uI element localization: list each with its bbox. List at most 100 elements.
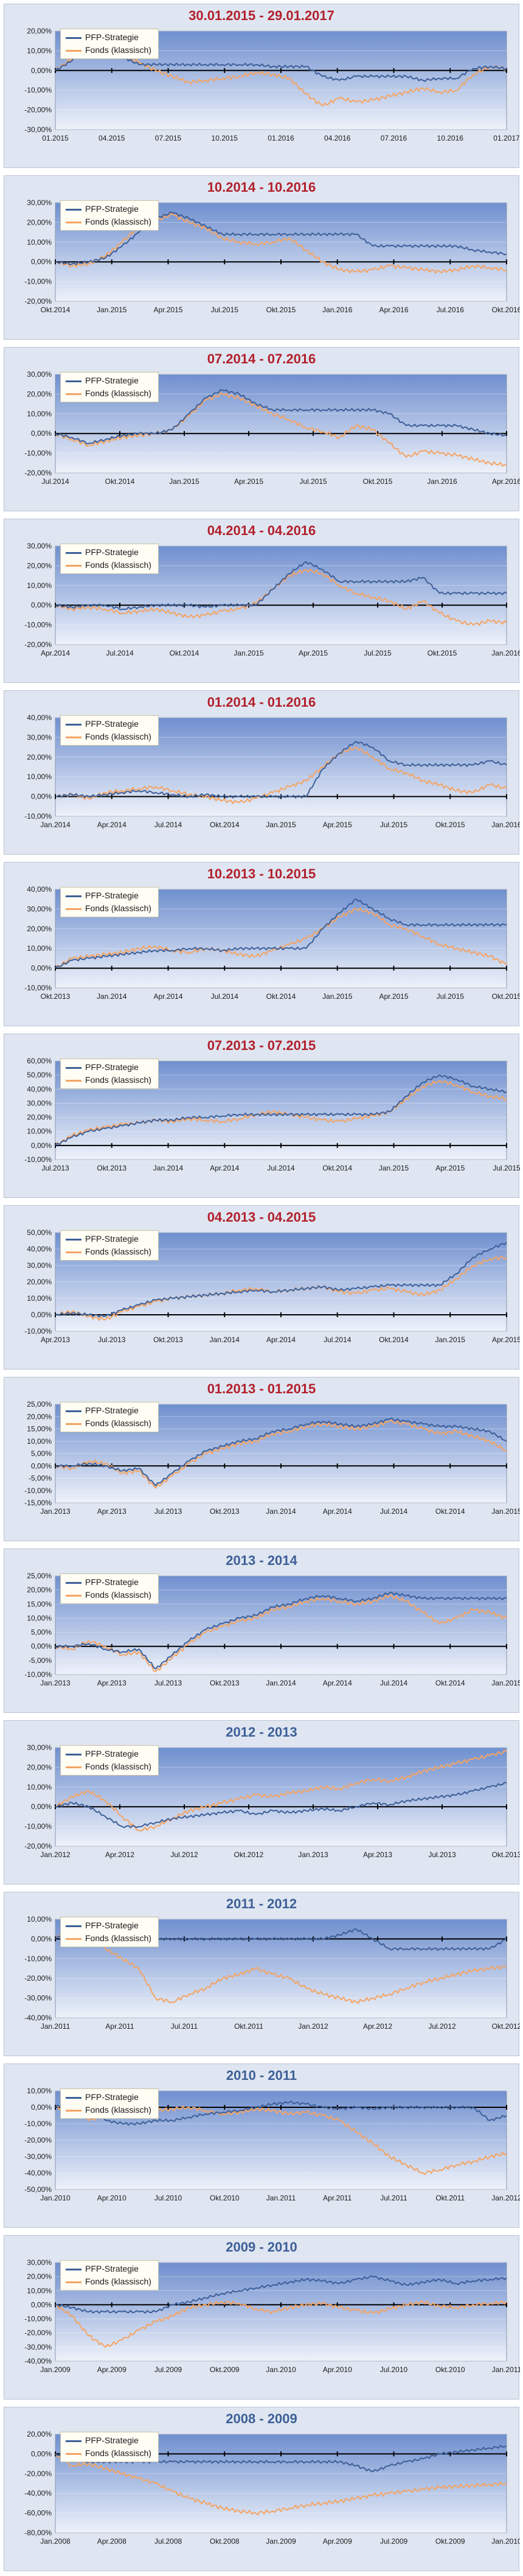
x-tick-label: Jan.2012 [40,1850,71,1859]
legend-entry: PFP-Strategie [66,1061,139,1073]
x-tick-label: Jan.2015 [491,1679,520,1687]
legend-swatch [66,723,81,726]
y-tick-label: 5,00% [31,1449,52,1458]
legend-entry: PFP-Strategie [66,1919,139,1931]
chart-panel: 20,00% 0,00% -20,00% -40,00% -60,00% -80,00% J… [4,2407,520,2571]
chart-legend: PFP-Strategie Fonds (klassisch) [60,1402,159,1432]
x-tick-label: Jan.2014 [266,1679,296,1687]
y-tick-label: -60,00% [24,2509,52,2518]
y-tick-label: 50,00% [27,1228,52,1237]
legend-entry: PFP-Strategie [66,546,139,558]
y-tick-label: 0,00% [31,429,52,438]
y-tick-label: 0,00% [31,1461,52,1470]
legend-label: PFP-Strategie [85,1577,139,1587]
legend-swatch [66,1423,81,1425]
x-tick-label: Jul.2011 [380,2194,407,2202]
y-tick-label: 15,00% [27,1600,52,1608]
chart-title: 2009 - 2010 [226,2239,297,2255]
x-tick-label: Apr.2015 [234,477,263,486]
legend-swatch [66,393,81,395]
x-tick-label: 10.2015 [212,134,238,142]
series-line-strategy [55,1074,507,1146]
chart-panel: 30,00% 20,00% 10,00% 0,00% -10,00% -20,00% Okt… [4,175,520,340]
y-tick-label: 0,00% [31,601,52,609]
y-tick-label: -20,00% [24,640,52,649]
y-tick-label: 30,00% [27,1261,52,1270]
legend-label: PFP-Strategie [85,204,139,214]
y-tick-label: 50,00% [27,1071,52,1079]
y-tick-label: 10,00% [27,2087,52,2095]
x-tick-label: Jan.2014 [97,992,127,1001]
y-tick-label: 30,00% [27,733,52,741]
legend-label: Fonds (klassisch) [85,388,151,398]
legend-entry: PFP-Strategie [66,2263,139,2275]
x-tick-label: Jul.2014 [41,477,69,486]
x-tick-label: Jul.2011 [171,2022,198,2031]
legend-entry: Fonds (klassisch) [66,1245,151,1258]
x-tick-label: Jan.2016 [322,306,353,314]
series-line-fund [55,1594,507,1673]
legend-entry: Fonds (klassisch) [66,559,151,571]
x-tick-label: Okt.2012 [234,1850,264,1859]
y-tick-label: 20,00% [27,218,52,226]
legend-swatch [66,49,81,52]
legend-swatch [66,1581,81,1584]
x-tick-label: Jan.2009 [40,2365,71,2374]
chart-legend: PFP-Strategie Fonds (klassisch) [60,2260,159,2291]
y-tick-label: 0,00% [31,66,52,75]
chart-svg: 10,00%0,00%-10,00%-20,00%-30,00%-40,00%J… [24,1915,520,2031]
x-tick-label: Jul.2014 [380,1679,408,1687]
x-tick-label: Okt.2011 [435,2194,465,2202]
y-tick-label: 10,00% [27,1294,52,1303]
y-tick-label: 30,00% [27,1743,52,1752]
chart-title: 10.2013 - 10.2015 [207,866,316,881]
x-tick-label: Apr.2016 [379,306,408,314]
chart-legend: PFP-Strategie Fonds (klassisch) [60,1230,159,1261]
x-tick-label: Jan.2009 [266,2537,296,2546]
x-tick-label: Jul.2012 [170,1850,198,1859]
y-tick-label: -10,00% [24,449,52,458]
chart-legend: PFP-Strategie Fonds (klassisch) [60,715,159,746]
chart-panel: 30,00% 20,00% 10,00% 0,00% -10,00% -20,00% Apr… [4,519,520,683]
series-line-fund [55,1080,507,1146]
x-tick-label: Okt.2015 [363,477,393,486]
y-tick-label: 30,00% [27,542,52,550]
legend-swatch [66,736,81,738]
x-tick-label: Okt.2014 [435,1679,465,1687]
x-tick-label: Jan.2013 [40,1507,71,1516]
y-tick-label: -20,00% [24,2469,52,2478]
x-tick-label: 07.2016 [381,134,407,142]
y-tick-label: 0,00% [31,1934,52,1943]
legend-label: Fonds (klassisch) [85,732,151,741]
chart-legend: PFP-Strategie Fonds (klassisch) [60,372,159,402]
legend-entry: PFP-Strategie [66,1576,139,1588]
chart-svg: 30,00%20,00%10,00%0,00%-10,00%-20,00%Jul… [24,370,520,486]
series-line-fund [55,392,507,467]
legend-entry: Fonds (klassisch) [66,730,151,743]
x-tick-label: Apr.2009 [323,2537,352,2546]
legend-label: Fonds (klassisch) [85,2277,151,2286]
y-tick-label: 40,00% [27,1245,52,1253]
chart-panel: 30,00% 20,00% 10,00% 0,00% -10,00% -20,00% -30… [4,2235,520,2399]
legend-entry: Fonds (klassisch) [66,44,151,56]
series-line-strategy [55,2099,507,2126]
y-tick-label: 10,00% [27,944,52,953]
y-tick-label: 10,00% [27,581,52,590]
y-tick-label: 10,00% [27,1915,52,1923]
y-tick-label: 20,00% [27,1412,52,1421]
y-tick-label: 10,00% [27,1783,52,1791]
x-tick-label: Apr.2011 [105,2022,134,2031]
y-tick-label: 20,00% [27,390,52,398]
chart-title: 01.2013 - 01.2015 [207,1381,316,1396]
y-tick-label: 10,00% [27,1614,52,1622]
y-tick-label: 10,00% [27,410,52,418]
series-line-strategy [55,898,507,969]
y-tick-label: -20,00% [24,1842,52,1850]
y-tick-label: 40,00% [27,713,52,722]
x-tick-label: Apr.2014 [323,1507,352,1516]
series-line-strategy [55,1591,507,1670]
x-tick-label: Jul.2015 [380,821,408,829]
legend-entry: Fonds (klassisch) [66,2104,151,2116]
x-tick-label: Apr.2013 [41,1335,70,1344]
y-tick-label: -40,00% [24,2014,52,2022]
